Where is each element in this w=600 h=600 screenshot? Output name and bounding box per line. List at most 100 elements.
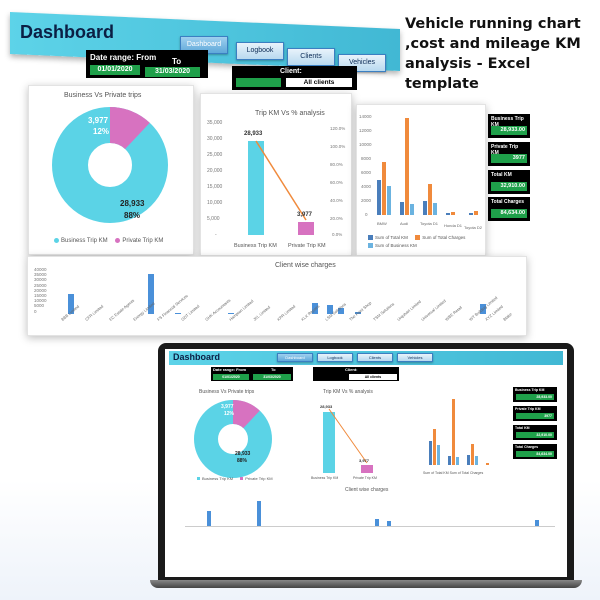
mini-nav-logbook-button[interactable]: Logbook: [317, 353, 353, 362]
mini-vehicle-bar: [471, 444, 474, 465]
mini-trip-bar-private: [361, 465, 373, 473]
metric-label: Total KM: [491, 172, 512, 178]
client-label: Client:: [280, 68, 302, 75]
vehicle-bar-honda-km: [446, 213, 450, 215]
mini-pie-business-pct: 88%: [237, 458, 248, 464]
client-y-tick: 0: [34, 308, 37, 314]
from-date-field[interactable]: 01/01/2020: [90, 65, 140, 75]
client-bar: [338, 308, 344, 314]
client-y-tick: 15000: [34, 293, 47, 299]
mini-metric: Total Charges 84,634.00: [513, 444, 557, 459]
client-chart-card: [27, 256, 527, 336]
client-y-tick: 30000: [34, 277, 47, 283]
vehicle-y-tick: 0: [365, 212, 368, 217]
metric-total-km: Total KM 32,910.00: [488, 170, 530, 194]
vehicle-legend: Sum of Total KM Sum of Total Charges Sum…: [362, 234, 465, 250]
trip-chart-title: Trip KM Vs % analysis: [255, 110, 325, 117]
client-value[interactable]: All clients: [286, 78, 352, 87]
client-bar: [312, 303, 318, 314]
client-y-tick: 5000: [34, 303, 45, 309]
mini-client-bar: [375, 519, 379, 526]
metric-label: Total Charges: [491, 199, 524, 205]
mini-client-value[interactable]: All clients: [349, 374, 397, 380]
promo-line-1: Vehicle running chart: [405, 16, 581, 32]
mini-nav-clients-button[interactable]: Clients: [357, 353, 393, 362]
mini-client-axis: [185, 526, 555, 527]
trip-pct-line: [255, 140, 307, 221]
promo-line-2: ,cost and mileage KM: [405, 36, 581, 52]
trip-y2-tick: 40.0%: [330, 198, 343, 203]
vehicle-x-label: BMW: [377, 221, 387, 226]
vehicle-y-tick: 12000: [359, 128, 372, 133]
trip-label-private: 3,977: [297, 212, 313, 218]
trip-label-business: 28,933: [244, 131, 263, 137]
pie-chart-title: Business Vs Private trips: [64, 92, 142, 99]
mini-vehicle-legend-charges: Sum of Total Charges: [449, 471, 484, 475]
mini-metric-label: Total KM: [515, 426, 530, 430]
date-range-label: Date range: From: [90, 53, 157, 62]
metric-business-km: Business Trip KM 28,933.00: [488, 114, 530, 138]
mini-pie-legend: Business Trip KM Private Trip KM: [191, 476, 273, 481]
client-bar: [68, 294, 74, 314]
pie-chart: [52, 107, 168, 223]
trip-bar-business: [248, 141, 264, 235]
mini-to-date[interactable]: 31/03/2020: [253, 374, 291, 380]
metric-value: 3977: [491, 154, 527, 163]
vehicle-x-label: Toyota D2: [464, 225, 483, 230]
vehicle-y-tick: 10000: [359, 142, 372, 147]
mini-vehicle-bar: [452, 399, 455, 465]
client-select[interactable]: [236, 78, 281, 87]
mini-vehicle-legend: Sum of Total KM Sum of Total Charges: [423, 471, 483, 475]
trip-chart-card: [200, 93, 352, 256]
mini-client-bar: [535, 520, 539, 526]
to-date-field[interactable]: 31/03/2020: [145, 67, 200, 77]
pie-legend: Business Trip KM Private Trip KM: [48, 238, 163, 244]
vehicle-bar-toyota1-km: [423, 201, 427, 215]
mini-trip-bar-business: [323, 412, 335, 473]
pie-private-value: 3,977: [88, 116, 109, 125]
mini-client-chart-title: Client wise charges: [345, 487, 389, 493]
vehicle-bar-audi-charges: [405, 118, 409, 215]
mini-metric-value: 28,933.00: [516, 394, 554, 400]
mini-client-bar: [257, 501, 261, 526]
mini-pie-private-pct: 12%: [224, 411, 235, 417]
pie-business-value: 28,933: [120, 199, 145, 208]
mini-vehicle-bar: [433, 429, 436, 465]
mini-pie-title: Business Vs Private trips: [199, 389, 255, 395]
metric-value: 32,910.00: [491, 182, 527, 191]
mini-metric: Business Trip KM 28,933.00: [513, 387, 557, 402]
metric-total-charges: Total Charges 84,634.00: [488, 197, 530, 221]
client-y-tick: 35000: [34, 272, 47, 278]
mini-client-bar: [207, 511, 211, 526]
vehicle-bar-toyota2-charges: [474, 211, 478, 215]
trip-x-label: Private Trip KM: [288, 243, 326, 249]
nav-clients-button[interactable]: Clients: [287, 48, 335, 66]
vehicle-legend-business: Sum of Business KM: [375, 243, 417, 248]
nav-logbook-button[interactable]: Logbook: [236, 42, 284, 60]
mini-trip-label-private: 3,977: [359, 458, 370, 463]
mini-metric: Private Trip KM 3977: [513, 406, 557, 421]
mini-nav-dashboard-button[interactable]: Dashboard: [277, 353, 313, 362]
laptop-screen: Dashboard Dashboard Logbook Clients Vehi…: [165, 349, 567, 577]
vehicle-bar-bmw-charges: [382, 162, 386, 215]
vehicle-bar-toyota1-charges: [428, 184, 432, 215]
mini-from-date[interactable]: 01/01/2020: [213, 374, 249, 380]
metric-private-km: Private Trip KM 3977: [488, 142, 530, 166]
mini-trip-label-business: 28,933: [320, 404, 333, 409]
client-bar: [480, 304, 486, 314]
mini-vehicle-bar: [429, 441, 432, 465]
trip-y-tick: -: [215, 232, 217, 238]
metric-value: 84,634.00: [491, 209, 527, 218]
trip-y-tick: 10,000: [207, 200, 223, 206]
mini-metric-label: Business Trip KM: [515, 388, 545, 392]
pie-private-pct: 12%: [93, 127, 110, 136]
mini-vehicle-bar: [448, 456, 451, 465]
client-x-axis: BBB Limited CFR Limited EC Estate Agents…: [60, 293, 520, 336]
vehicle-bar-bmw-business: [387, 186, 391, 215]
trip-y2-tick: 20.0%: [330, 216, 343, 221]
mini-nav-vehicles-button[interactable]: Vehicles: [397, 353, 433, 362]
vehicle-legend-km: Sum of Total KM: [375, 235, 408, 240]
mini-metric: Total KM 32,910.00: [513, 425, 557, 440]
mini-trip-pct-line: [328, 408, 368, 464]
vehicle-y-tick: 14000: [359, 114, 372, 119]
